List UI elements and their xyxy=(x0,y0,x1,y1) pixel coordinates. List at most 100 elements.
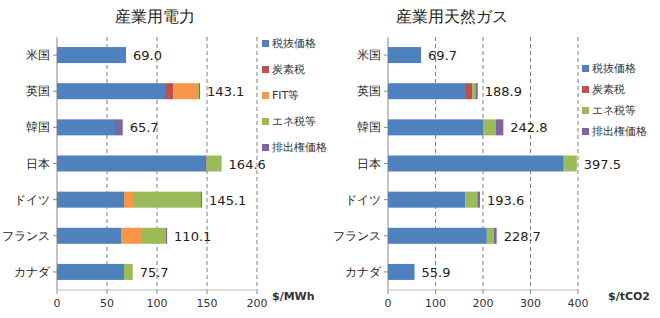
total-label: 69.7 xyxy=(428,48,457,63)
total-label: 242.8 xyxy=(510,120,547,135)
tick-mark xyxy=(483,290,484,294)
bar-segment xyxy=(121,228,142,244)
bar-segment xyxy=(475,83,477,99)
bar-segment xyxy=(421,47,422,63)
category-label: カナダ xyxy=(345,265,382,279)
category-label: カナダ xyxy=(14,265,51,279)
legend-swatch xyxy=(262,92,269,99)
category-label: ドイツ xyxy=(14,193,50,207)
legend-label: 排出権価格 xyxy=(272,141,327,154)
bar-segment xyxy=(388,47,421,63)
bar-segment xyxy=(124,264,133,280)
legend: 税抜価格炭素税 FIT等エネ税等排出権価格 xyxy=(262,37,327,154)
bar-segment xyxy=(388,156,564,172)
category-tick xyxy=(53,271,57,272)
bar-segment xyxy=(421,47,422,63)
category-tick xyxy=(384,127,388,128)
category-tick xyxy=(384,91,388,92)
bar-segment xyxy=(388,119,483,135)
bar-segment xyxy=(57,119,115,135)
category-label: ドイツ xyxy=(345,193,381,207)
tick-label: 0 xyxy=(385,297,392,310)
tick-mark xyxy=(57,290,58,294)
legend-swatch xyxy=(262,40,269,47)
bar-segment xyxy=(388,228,487,244)
bar-segment xyxy=(487,228,494,244)
x-axis-line xyxy=(388,290,578,291)
bar-segment xyxy=(472,83,475,99)
bar-segment xyxy=(132,264,133,280)
bars xyxy=(388,47,577,280)
x-axis-line xyxy=(57,290,257,291)
total-label: 69.0 xyxy=(133,48,162,63)
category-tick xyxy=(53,199,57,200)
legend-label: エネ税等 xyxy=(592,104,636,117)
category-label: 英国 xyxy=(26,84,50,98)
bar-segment xyxy=(57,156,205,172)
legend-swatch xyxy=(582,65,589,72)
bar-segment xyxy=(564,156,577,172)
figure: 産業用電力050100150200$/MWh米国69.0英国143.1韓国65.… xyxy=(0,0,660,318)
legend-swatch xyxy=(262,66,269,73)
legend-swatch xyxy=(582,128,589,135)
tick-mark xyxy=(435,290,436,294)
bar-segment xyxy=(205,156,207,172)
bar-segment xyxy=(201,192,202,208)
legend-label: エネ税等 xyxy=(272,115,316,128)
legend-label: 炭素税 xyxy=(592,83,625,96)
total-label: 65.7 xyxy=(130,120,159,135)
category-tick xyxy=(384,271,388,272)
total-label: 55.9 xyxy=(422,265,451,280)
bar-segment xyxy=(126,47,127,63)
category-label: 日本 xyxy=(357,157,381,171)
bar-segment xyxy=(173,83,197,99)
bar-segment xyxy=(126,47,127,63)
category-label: 米国 xyxy=(357,48,381,62)
tick-label: 150 xyxy=(197,297,218,310)
grid-line xyxy=(578,37,579,290)
tick-label: 100 xyxy=(425,297,446,310)
total-label: 110.1 xyxy=(174,229,211,244)
category-label: フランス xyxy=(2,229,50,243)
legend-label: 税抜価格 xyxy=(272,37,316,50)
tick-mark xyxy=(578,290,579,294)
bar-segment xyxy=(199,83,200,99)
bar-segment xyxy=(142,228,166,244)
category-tick xyxy=(384,235,388,236)
bar-segment xyxy=(414,264,415,280)
total-label: 193.6 xyxy=(487,193,524,208)
legend-label: 税抜価格 xyxy=(592,62,636,75)
total-label: 188.9 xyxy=(485,84,522,99)
axis-label: $/tCO2 xyxy=(608,290,650,303)
category-tick xyxy=(384,199,388,200)
bar-segment xyxy=(465,192,477,208)
category-label: 日本 xyxy=(26,157,50,171)
bars xyxy=(57,47,222,280)
legend-swatch xyxy=(262,118,269,125)
tick-mark xyxy=(157,290,158,294)
bar-segment xyxy=(388,192,465,208)
bar-segment xyxy=(483,119,496,135)
total-label: 75.7 xyxy=(140,265,169,280)
bar-segment xyxy=(197,83,199,99)
tick-mark xyxy=(107,290,108,294)
chart-panel: 産業用電力050100150200$/MWh米国69.0英国143.1韓国65.… xyxy=(2,7,327,310)
category-tick xyxy=(53,91,57,92)
tick-mark xyxy=(530,290,531,294)
bar-segment xyxy=(57,228,121,244)
tick-label: 200 xyxy=(247,297,268,310)
legend-label: 炭素税 xyxy=(272,63,305,76)
legend-label: 排出権価格 xyxy=(592,125,647,138)
legend-swatch xyxy=(262,144,269,151)
legend-swatch xyxy=(582,107,589,114)
axis-label: $/MWh xyxy=(272,290,315,303)
tick-label: 400 xyxy=(568,297,589,310)
category-tick xyxy=(53,55,57,56)
chart-title: 産業用天然ガス xyxy=(396,7,508,26)
legend-label: FIT等 xyxy=(272,89,299,102)
legend-swatch xyxy=(582,86,589,93)
bar-segment xyxy=(126,47,127,63)
bar-segment xyxy=(494,228,497,244)
category-tick xyxy=(384,55,388,56)
bar-segment xyxy=(576,156,577,172)
